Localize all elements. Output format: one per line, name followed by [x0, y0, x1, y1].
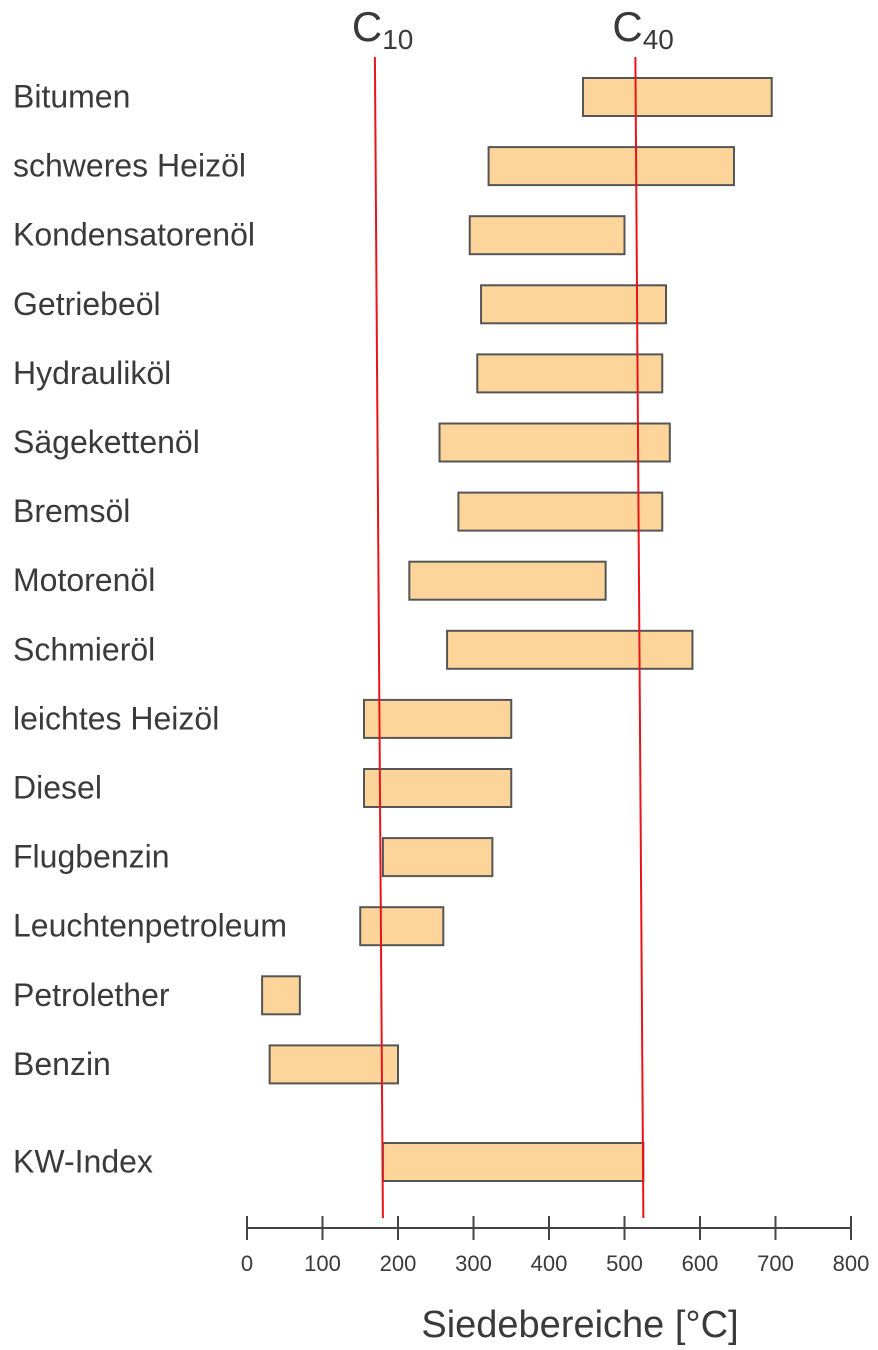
reference-label-sub: 10 — [382, 24, 413, 55]
x-axis-label: Siedebereiche [°C] — [421, 1304, 738, 1346]
range-bar — [446, 629, 694, 670]
range-bar — [487, 146, 735, 187]
reference-line — [373, 56, 384, 1219]
x-tick-label: 800 — [833, 1251, 870, 1276]
category-label: Motorenöl — [13, 562, 155, 598]
reference-label-main: C — [352, 3, 382, 50]
x-tick-label: 500 — [606, 1251, 643, 1276]
range-bar — [480, 284, 668, 325]
category-label: Getriebeöl — [13, 286, 161, 322]
x-tick-label: 600 — [682, 1251, 719, 1276]
range-bar — [438, 422, 671, 463]
category-label: Benzin — [13, 1046, 111, 1082]
range-bar — [476, 353, 664, 394]
reference-label-sub: 40 — [643, 24, 674, 55]
range-bar — [268, 1044, 399, 1085]
category-label: KW-Index — [13, 1143, 153, 1179]
range-bar — [381, 1142, 645, 1182]
category-label: Diesel — [13, 769, 102, 805]
category-label: Bremsöl — [13, 493, 130, 529]
x-tick-label: 400 — [531, 1251, 568, 1276]
range-bar — [457, 491, 664, 532]
category-label: leichtes Heizöl — [13, 700, 219, 736]
reference-label-main: C — [612, 3, 642, 50]
category-label: Bitumen — [13, 78, 130, 114]
range-bar — [381, 837, 494, 878]
x-tick-label: 700 — [757, 1251, 794, 1276]
category-label: Sägekettenöl — [13, 424, 200, 460]
range-bar — [363, 768, 513, 808]
range-bar — [581, 77, 773, 117]
category-label: Schmieröl — [13, 631, 155, 667]
category-label: Petrolether — [13, 977, 170, 1013]
category-label: schweres Heizöl — [13, 148, 246, 184]
x-tick-label: 0 — [241, 1251, 253, 1276]
reference-line — [634, 56, 645, 1219]
range-bar — [468, 215, 626, 256]
category-label: Leuchtenpetroleum — [13, 908, 287, 944]
range-bar — [261, 975, 301, 1016]
category-label: Flugbenzin — [13, 839, 170, 875]
x-tick-label: 300 — [455, 1251, 492, 1276]
reference-label: C40 — [612, 3, 674, 55]
reference-label: C10 — [352, 3, 414, 55]
category-label: Hydrauliköl — [13, 355, 171, 391]
category-label: Kondensatorenöl — [13, 217, 255, 253]
range-bar — [359, 906, 445, 947]
range-bar — [408, 560, 607, 601]
x-tick-label: 200 — [380, 1251, 417, 1276]
x-tick-label: 100 — [304, 1251, 341, 1276]
range-bar — [363, 698, 513, 739]
